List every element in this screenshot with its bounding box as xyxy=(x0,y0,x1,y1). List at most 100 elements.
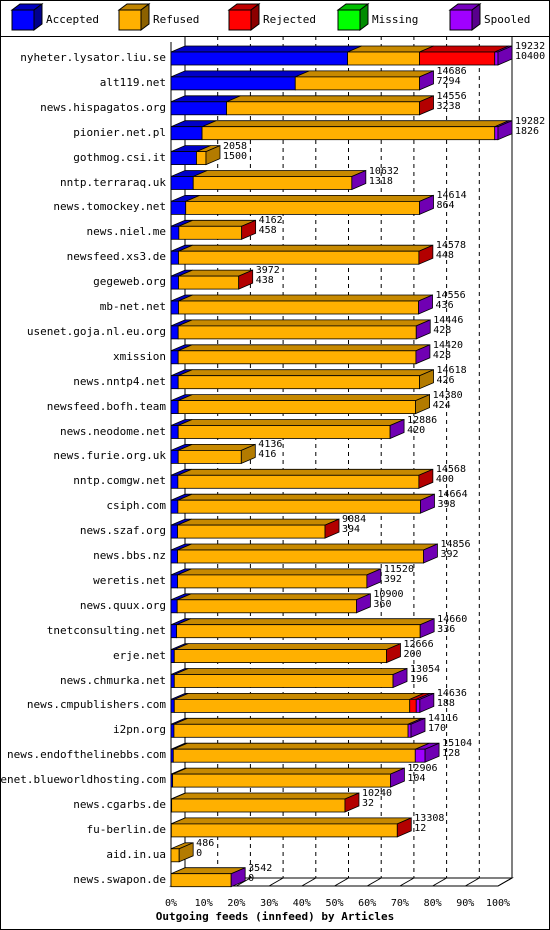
total-value-label: 11520 xyxy=(383,563,414,575)
total-value-label: 14116 xyxy=(428,713,459,725)
bar-top-news.quux.org-refused xyxy=(177,593,371,601)
bar-i2pn.org-spooled xyxy=(407,723,412,738)
host-label: news.swapon.de xyxy=(73,872,166,886)
bar-aid.in.ua-refused xyxy=(170,848,180,863)
legend-label-spooled: Spooled xyxy=(484,13,531,26)
bar-end-news.endofthelinebbs.com xyxy=(424,742,440,763)
bar-usenet.goja.nl.eu.org-refused xyxy=(177,325,417,340)
host-label: news.cmpublishers.com xyxy=(26,698,166,712)
accepted-value-label: 170 xyxy=(428,723,447,735)
total-value-label: 14856 xyxy=(440,539,471,550)
bar-top-news.szaf.org-refused xyxy=(177,518,340,526)
x-tick-label: 90% xyxy=(456,898,475,909)
bar-gothmog.csi.it-refused xyxy=(196,151,207,166)
accepted-value-label: 104 xyxy=(407,773,426,785)
host-label: xmission xyxy=(113,349,166,363)
host-label: news.bbs.nz xyxy=(93,549,166,562)
host-label: newsfeed.bofh.team xyxy=(46,399,166,413)
floor-tick-100 xyxy=(497,877,513,887)
bar-top-news.neodome.net-refused xyxy=(178,419,405,426)
bar-news.niel.me-refused xyxy=(178,225,243,240)
bar-end-erje.net xyxy=(386,642,401,664)
bar-newsfeed.xs3.de-refused xyxy=(178,250,420,265)
accepted-value-label: 1318 xyxy=(368,175,393,187)
host-label: news.cgarbs.de xyxy=(73,798,166,811)
bar-end-news.szaf.org xyxy=(324,518,340,539)
bar-pionier.net.pl-spooled xyxy=(494,126,499,141)
floor-tick-80 xyxy=(432,877,447,887)
host-label: csiph.com xyxy=(106,499,166,513)
bar-top-usenet.blueworldhosting.com-refused xyxy=(172,767,405,775)
total-value-label: 14380 xyxy=(432,389,463,401)
accepted-value-label: 3238 xyxy=(436,100,461,112)
host-label: news.szaf.org xyxy=(79,524,166,538)
floor-tick-20 xyxy=(236,877,251,887)
bar-news.cmpublishers.com-spooled xyxy=(415,699,421,713)
total-value-label: 14556 xyxy=(435,290,466,301)
accepted-value-label: 426 xyxy=(436,374,455,386)
bar-news.nntp4.net-refused xyxy=(177,375,420,390)
bar-alt119.net-accepted xyxy=(170,76,296,91)
accepted-value-label: 448 xyxy=(435,250,454,262)
total-value-label: 2058 xyxy=(222,140,248,152)
legend-swatch-missing xyxy=(337,9,361,31)
total-value-label: 3542 xyxy=(248,862,273,874)
accepted-value-label: 428 xyxy=(433,324,452,336)
bar-end-usenet.blueworldhosting.com xyxy=(390,767,405,788)
accepted-value-label: 0 xyxy=(196,847,203,859)
host-label: fu-berlin.de xyxy=(86,822,166,836)
bar-news.furie.org.uk-accepted xyxy=(170,449,179,464)
legend-label-accepted: Accepted xyxy=(46,13,99,26)
bar-top-newsfeed.xs3.de-refused xyxy=(178,244,434,252)
bar-top-nntp.terraraq.uk-refused xyxy=(193,170,366,177)
x-tick-label: 50% xyxy=(325,898,344,909)
host-label: tnetconsulting.net xyxy=(46,623,166,637)
x-tick-label: 70% xyxy=(390,898,409,909)
host-label: news.quux.org xyxy=(79,598,166,612)
bar-mb-net.net-accepted xyxy=(170,300,179,315)
floor-tick-90 xyxy=(465,877,480,887)
accepted-value-label: 400 xyxy=(435,474,454,486)
host-label: news.niel.me xyxy=(86,225,166,239)
bar-end-gothmog.csi.it xyxy=(205,144,221,166)
host-label: news.chmurka.net xyxy=(60,673,166,687)
bar-news.furie.org.uk-refused xyxy=(177,449,242,464)
bar-nyheter.lysator.liu.se-accepted xyxy=(170,51,348,66)
bar-nyheter.lysator.liu.se-spooled xyxy=(494,51,499,66)
bar-top-erje.net-refused xyxy=(174,643,401,650)
bar-top-news.bbs.nz-refused xyxy=(177,543,438,551)
total-value-label: 13054 xyxy=(410,663,441,675)
total-value-label: 15104 xyxy=(442,738,473,750)
bar-end-pionier.net.pl xyxy=(497,120,513,141)
total-value-label: 14660 xyxy=(437,613,468,625)
legend-swatch-accepted xyxy=(11,9,35,31)
accepted-value-label: 32 xyxy=(361,798,374,809)
bar-nyheter.lysator.liu.se-rejected xyxy=(419,51,496,66)
bar-top-tnetconsulting.net-refused xyxy=(176,618,435,626)
bar-end-nntp.terraraq.uk xyxy=(351,169,367,191)
total-value-label: 14686 xyxy=(436,65,467,77)
bar-end-news.tomockey.net xyxy=(419,194,434,216)
total-value-label: 486 xyxy=(196,837,215,849)
bar-news.nntp4.net-accepted xyxy=(170,375,179,390)
bar-end-nyheter.lysator.liu.se xyxy=(497,45,513,66)
total-value-label: 14568 xyxy=(435,464,466,476)
host-label: mb-net.net xyxy=(99,300,166,313)
legend-swatch-rejected xyxy=(228,9,252,31)
bar-news.neodome.net-refused xyxy=(177,425,391,439)
bar-end-newsfeed.bofh.team xyxy=(415,393,430,415)
bar-end-mb-net.net xyxy=(418,294,433,315)
accepted-value-label: 392 xyxy=(440,549,459,560)
x-axis-label: Outgoing feeds (innfeed) by Articles xyxy=(155,910,395,923)
bar-usenet.blueworldhosting.com-refused xyxy=(172,773,391,788)
bar-end-news.cmpublishers.com xyxy=(419,692,435,714)
bar-news.quux.org-refused xyxy=(176,599,357,614)
bar-news.tomockey.net-refused xyxy=(185,200,420,215)
bar-csiph.com-refused xyxy=(177,499,421,514)
bar-top-news.hispagatos.org-refused xyxy=(226,95,434,103)
bar-end-news.swapon.de xyxy=(230,867,246,888)
bar-top-fu-berlin.de-refused xyxy=(171,817,412,825)
host-label: i2pn.org xyxy=(113,723,166,737)
legend-swatch-spooled xyxy=(449,9,473,31)
total-value-label: 14636 xyxy=(436,688,467,700)
